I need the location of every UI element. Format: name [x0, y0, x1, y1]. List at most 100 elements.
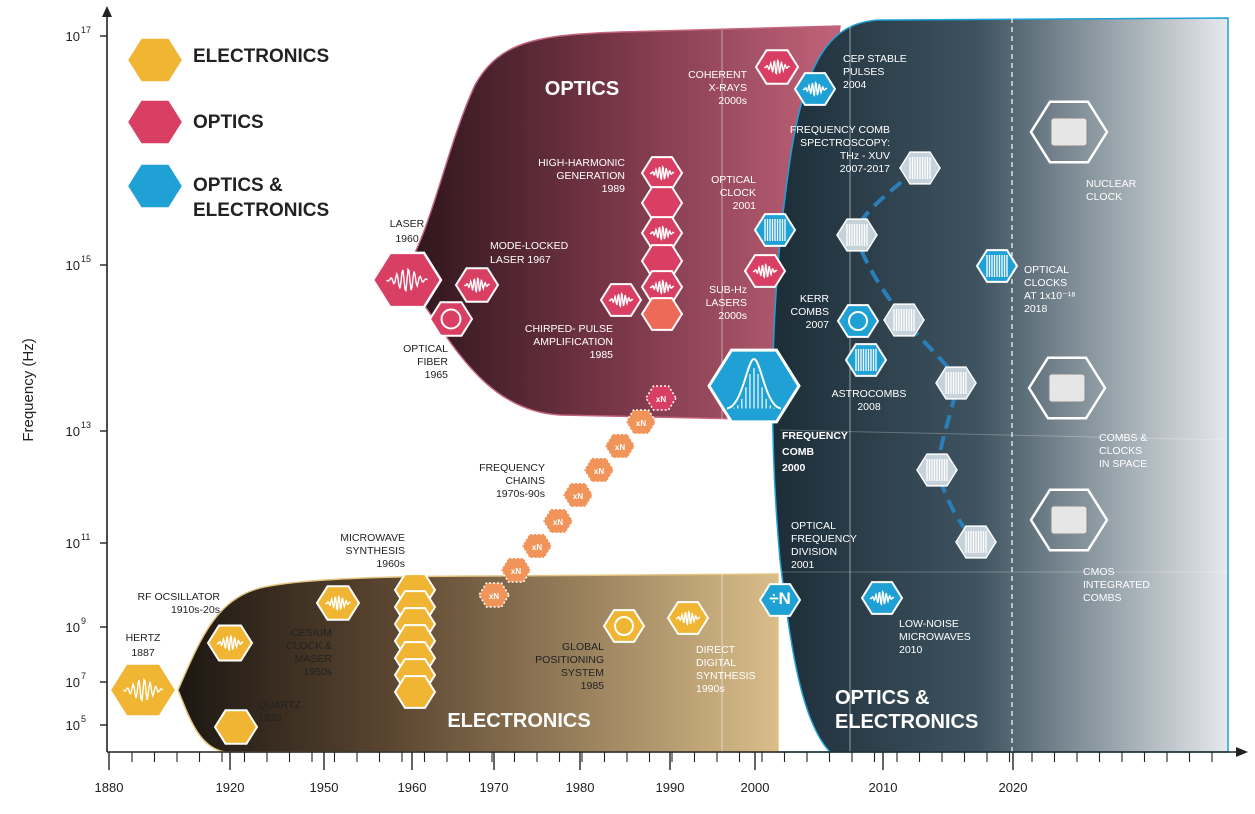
frequency-chain-hex: xN	[583, 457, 615, 483]
y-axis-arrow	[102, 6, 112, 17]
microwave-synthesis-label-line: MICROWAVE	[340, 532, 405, 544]
ofd-label-line: DIVISION	[791, 546, 837, 558]
gps-label-line: POSITIONING	[535, 654, 604, 666]
frequency-chain-hex: xN	[500, 557, 532, 583]
optical-fiber-label-line: 1965	[425, 369, 449, 381]
x-tick-label: 1980	[566, 780, 595, 795]
x-tick-label: 1960	[398, 780, 427, 795]
cep-label-line: PULSES	[843, 66, 884, 78]
quartz-label-line: QUARTZ	[258, 699, 302, 711]
coherent-xray-hex	[754, 49, 800, 85]
comb-spectroscopy-label-line: FREQUENCY COMB	[790, 124, 890, 136]
low-noise-label-line: LOW-NOISE	[899, 618, 959, 630]
optical-clocks-2018-label-line: 2018	[1024, 303, 1048, 315]
gps-label-line: SYSTEM	[561, 667, 604, 679]
microwave-synthesis-label-line: SYNTHESIS	[345, 545, 405, 557]
kerr-comb-label-line: 2007	[806, 319, 830, 331]
legend-hex-optics	[125, 98, 185, 146]
ofd-label-line: 2001	[791, 559, 815, 571]
hhg-hex	[640, 156, 684, 190]
y-tick-label: 10	[66, 620, 80, 635]
cmos-comb-hex	[1029, 488, 1109, 552]
astrocomb-label-line: ASTROCOMBS	[832, 388, 907, 400]
dds-label-line: 1990s	[696, 683, 725, 695]
frequency-chain-hex: xN	[562, 482, 594, 508]
frequency-chain-hex-text: xN	[511, 567, 521, 576]
legend-hex-electronics	[125, 36, 185, 84]
microwave-synthesis-hex	[315, 585, 361, 621]
frequency-comb-label-line: COMB	[782, 446, 814, 458]
comb-spectroscopy-hex	[836, 218, 878, 252]
frequency-chain-hex-text: xN	[573, 492, 583, 501]
coherent-xray-label-line: 2000s	[718, 95, 747, 107]
kerr-comb-label-line: KERR	[800, 293, 830, 305]
kerr-comb-label-line: COMBS	[790, 306, 829, 318]
x-tick-label: 1990	[656, 780, 685, 795]
cesium-clock-label-line: 1950s	[303, 666, 332, 678]
hhg-label-line: HIGH-HARMONIC	[538, 157, 625, 169]
cmos-comb-label-line: INTEGRATED	[1083, 579, 1150, 591]
dds-hex	[666, 601, 710, 635]
optical-clock-label-line: 2001	[733, 200, 757, 212]
x-axis-arrow	[1236, 747, 1248, 757]
frequency-chain-hex-text: xN	[594, 467, 604, 476]
optical-clock-label-line: CLOCK	[720, 187, 756, 199]
low-noise-label-line: MICROWAVES	[899, 631, 971, 643]
y-tick-label: 10	[66, 258, 80, 273]
chirped-pulse-hex	[599, 283, 643, 317]
y-tick-exponent: 13	[81, 420, 91, 430]
y-tick-exponent: 9	[81, 616, 86, 626]
y-tick-label: 10	[66, 718, 80, 733]
legend-label-optics: OPTICS	[193, 112, 264, 133]
optical-fiber-label-line: OPTICAL	[403, 343, 448, 355]
dds-label-line: SYNTHESIS	[696, 670, 756, 682]
frequency-chain-hex-text: xN	[615, 443, 625, 452]
cesium-clock-label-line: MASER	[295, 653, 333, 665]
ofd-label-line: OPTICAL	[791, 520, 836, 532]
frequency-chain-hex-text: xN	[656, 395, 666, 404]
nuclear-clock-label-line: CLOCK	[1086, 191, 1122, 203]
hhg-label-line: GENERATION	[556, 170, 625, 182]
frequency-chain-hex: xN	[478, 582, 510, 608]
sub-hz-label-line: 2000s	[718, 310, 747, 322]
comb-spectroscopy-hex	[955, 525, 997, 559]
kerr-comb-hex	[836, 304, 880, 338]
frequency-chain-hex: xN	[625, 409, 657, 435]
electronics-region-title: ELECTRONICS	[447, 710, 590, 732]
coherent-xray-label-line: COHERENT	[688, 69, 748, 81]
frequency-chains-label-line: FREQUENCY	[479, 462, 545, 474]
coherent-xray-label-line: X-RAYS	[709, 82, 747, 94]
comb-spectroscopy-label-line: SPECTROSCOPY:	[800, 137, 890, 149]
y-tick-label: 10	[66, 424, 80, 439]
y-tick-exponent: 11	[81, 532, 90, 542]
mode-locked-label-line: MODE-LOCKED	[490, 240, 569, 252]
optical-frequency-division-hex-text: ÷N	[769, 589, 791, 608]
optical-clock-hex	[753, 213, 797, 247]
y-tick-label: 10	[66, 536, 80, 551]
frequency-chain-hex: xN	[645, 385, 677, 411]
combs-in-space-label-line: CLOCKS	[1099, 445, 1142, 457]
cep-label-line: CEP STABLE	[843, 53, 907, 65]
rf-oscillator-hex	[206, 624, 254, 662]
rf-oscillator-label-line: 1910s-20s	[171, 604, 220, 616]
combs-in-space-label-line: COMBS &	[1099, 432, 1147, 444]
y-axis-label: Frequency (Hz)	[20, 338, 37, 441]
y-tick-label: 10	[66, 675, 80, 690]
y-tick-exponent: 17	[81, 25, 91, 35]
sub-hz-label-line: SUB-Hz	[709, 284, 747, 296]
oe-region-title-2: ELECTRONICS	[835, 711, 978, 733]
cesium-clock-hex	[393, 675, 437, 709]
frequency-chains-label-line: CHAINS	[505, 475, 545, 487]
optical-fiber-hex	[428, 301, 474, 337]
astrocomb-hex	[844, 343, 888, 377]
hhg-hex	[640, 186, 684, 220]
x-tick-label: 2010	[869, 780, 898, 795]
legend-label-oe: OPTICS &	[193, 175, 283, 196]
microwave-synthesis-label-line: 1960s	[376, 558, 405, 570]
cep-label-line: 2004	[843, 79, 867, 91]
optics-region-title: OPTICS	[545, 78, 619, 100]
frequency-comb-label-line: FREQUENCY	[782, 430, 848, 442]
ofd-label-line: FREQUENCY	[791, 533, 857, 545]
